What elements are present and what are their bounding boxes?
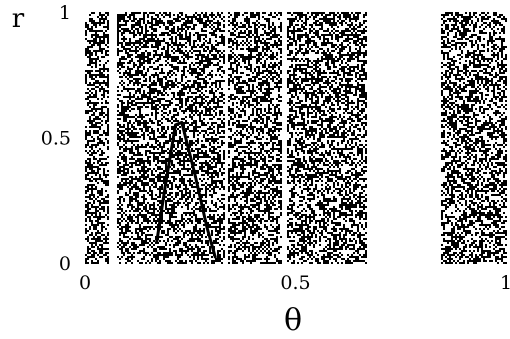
scatter-points [85, 12, 507, 264]
x-tick-label-0: 0 [79, 272, 91, 294]
y-tick-label-1: 0.5 [41, 128, 71, 150]
y-tick-label-2: 1 [59, 2, 71, 24]
points-layer [85, 12, 507, 264]
x-axis-label: θ [284, 303, 302, 338]
x-tick-label-1: 0.5 [280, 272, 310, 294]
y-axis-label: r [12, 4, 25, 34]
y-tick-label-0: 0 [59, 253, 71, 275]
ticks-layer: 0 0.5 1 0 0.5 1 [41, 2, 510, 294]
x-tick-label-2: 1 [500, 272, 510, 294]
annotation-curve-0 [155, 120, 217, 259]
annotation-layer [155, 120, 217, 259]
